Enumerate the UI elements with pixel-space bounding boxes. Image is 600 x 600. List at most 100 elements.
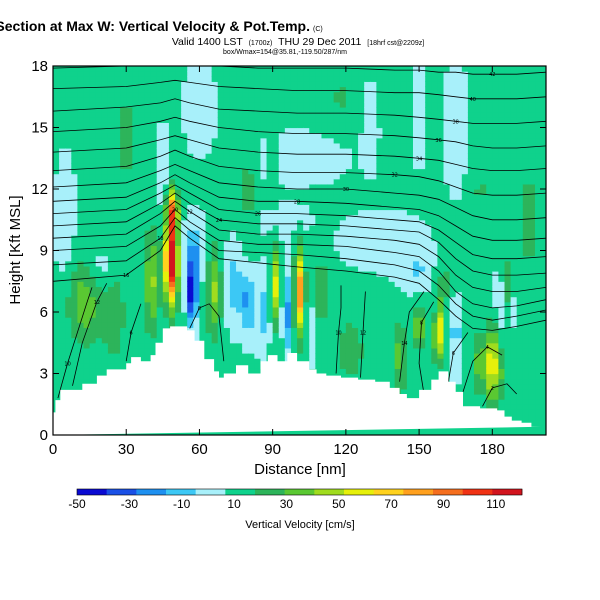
w-cell: [321, 260, 329, 267]
w-cell: [114, 342, 121, 349]
w-cell: [461, 322, 469, 328]
w-cell: [278, 332, 286, 339]
w-cell: [474, 429, 481, 435]
w-cell: [431, 332, 438, 339]
w-cell: [138, 137, 146, 144]
w-cell: [229, 332, 237, 339]
w-cell: [443, 271, 451, 277]
w-cell: [278, 66, 286, 72]
w-cell: [266, 76, 274, 82]
w-cell: [394, 153, 402, 159]
w-cell: [333, 235, 341, 241]
w-cell: [455, 281, 463, 287]
w-cell: [107, 353, 115, 359]
w-cell: [156, 112, 164, 118]
w-cell: [120, 332, 127, 339]
w-cell: [156, 312, 164, 318]
w-cell: [290, 250, 298, 257]
w-cell: [376, 373, 384, 380]
w-cell: [400, 245, 408, 252]
w-cell: [144, 312, 152, 318]
w-cell: [223, 240, 231, 246]
w-cell: [339, 219, 347, 226]
w-cell: [248, 183, 255, 190]
w-cell: [431, 265, 438, 272]
w-cell: [284, 112, 292, 118]
w-cell: [138, 142, 146, 149]
w-cell: [53, 378, 60, 385]
w-cell: [175, 101, 182, 108]
w-cell: [95, 117, 103, 123]
w-cell: [303, 122, 310, 129]
w-cell: [156, 107, 164, 113]
w-cell: [193, 260, 201, 267]
w-cell: [278, 327, 286, 334]
w-cell: [168, 291, 176, 298]
w-cell: [254, 96, 262, 103]
w-cell: [150, 296, 158, 303]
w-cell: [394, 363, 402, 369]
w-cell: [284, 66, 292, 72]
w-cell: [107, 107, 115, 113]
w-cell: [101, 286, 109, 293]
w-cell: [309, 260, 316, 267]
w-cell: [89, 347, 97, 354]
w-cell: [461, 71, 469, 77]
w-cell: [461, 214, 469, 221]
w-cell: [138, 255, 146, 262]
w-cell: [406, 122, 414, 129]
w-cell: [358, 322, 365, 328]
w-cell: [181, 301, 188, 308]
w-cell: [132, 342, 140, 349]
w-cell: [229, 101, 237, 108]
w-cell: [175, 122, 182, 129]
w-cell: [107, 306, 115, 313]
w-cell: [351, 230, 359, 236]
w-cell: [351, 224, 359, 231]
w-cell: [358, 204, 365, 211]
w-cell: [443, 245, 451, 252]
w-cell: [412, 81, 420, 88]
w-cell: [229, 178, 237, 185]
w-cell: [443, 96, 451, 103]
w-cell: [107, 158, 115, 164]
w-cell: [437, 81, 445, 88]
w-cell: [242, 153, 249, 159]
w-cell: [406, 101, 414, 108]
w-cell: [327, 158, 335, 164]
w-cell: [193, 189, 201, 195]
w-cell: [315, 429, 323, 435]
w-cell: [425, 122, 432, 129]
w-cell: [284, 158, 292, 164]
w-cell: [345, 214, 353, 221]
w-cell: [175, 214, 182, 221]
w-cell: [339, 301, 347, 308]
w-cell: [406, 368, 414, 375]
w-cell: [394, 353, 402, 359]
w-cell: [437, 342, 445, 349]
w-cell: [181, 250, 188, 257]
w-cell: [187, 122, 194, 129]
w-cell: [376, 183, 384, 190]
w-cell: [223, 204, 231, 211]
w-cell: [376, 199, 384, 205]
w-cell: [358, 429, 365, 435]
w-cell: [443, 101, 451, 108]
w-cell: [89, 260, 97, 267]
w-cell: [254, 353, 262, 359]
w-cell: [114, 245, 121, 252]
w-cell: [303, 312, 310, 318]
w-cell: [412, 183, 420, 190]
w-cell: [156, 132, 164, 139]
w-cell: [260, 137, 268, 144]
w-cell: [376, 363, 384, 369]
w-cell: [65, 286, 72, 293]
w-cell: [394, 163, 402, 170]
w-cell: [107, 163, 115, 170]
w-cell: [297, 199, 304, 205]
w-cell: [376, 168, 384, 175]
w-cell: [193, 112, 201, 118]
w-cell: [53, 127, 60, 134]
w-cell: [315, 235, 323, 241]
w-cell: [461, 363, 469, 369]
